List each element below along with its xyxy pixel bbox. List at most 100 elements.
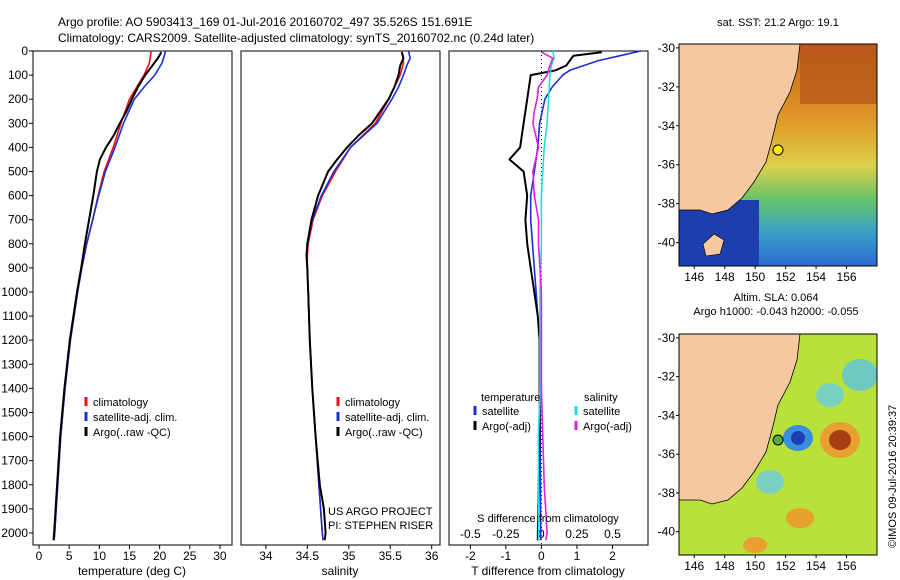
lat-tick-label: -40 xyxy=(658,236,676,250)
pi-credit: PI: STEPHEN RISER xyxy=(328,520,433,532)
sst-warm-core xyxy=(800,44,877,104)
sla-eddy-south xyxy=(756,470,784,494)
sla-map xyxy=(679,334,877,555)
lat-tick-label: -36 xyxy=(658,158,676,172)
legend-label-argo: Argo(..raw -QC) xyxy=(345,427,423,439)
lat-tick-label: -38 xyxy=(658,197,676,211)
sla-warm-eddy-core xyxy=(829,430,851,450)
legend-label-satellite: satellite-adj. clim. xyxy=(93,412,177,424)
depth-tick-label: 1700 xyxy=(1,454,28,468)
series-line-argo-raw-qc- xyxy=(52,51,163,541)
x-tick-label: -1 xyxy=(501,549,512,563)
legend-label-satellite: satellite-adj. clim. xyxy=(345,412,429,424)
legend-label-s-argo: Argo(-adj) xyxy=(583,421,632,433)
x-tick-label: 35 xyxy=(342,549,356,563)
depth-tick-label: 1900 xyxy=(1,502,28,516)
sst-map-title: sat. SST: 21.2 Argo: 19.1 xyxy=(717,17,839,29)
x-tick-label: 34 xyxy=(259,549,273,563)
x-tick-label: 30 xyxy=(213,549,227,563)
depth-tick-label: 300 xyxy=(8,116,28,130)
lon-tick-label: 152 xyxy=(776,559,796,573)
lat-tick-label: -38 xyxy=(658,486,676,500)
depth-tick-label: 1800 xyxy=(1,478,28,492)
depth-tick-label: 400 xyxy=(8,140,28,154)
lon-tick-label: 150 xyxy=(745,559,765,573)
sla-eddy-north xyxy=(842,359,877,391)
s-difference-label: S difference from climatology xyxy=(477,513,619,525)
x-tick-label: 36 xyxy=(425,549,439,563)
lat-tick-label: -40 xyxy=(658,525,676,539)
difference-panel xyxy=(448,50,649,546)
legend-label-s-satellite: satellite xyxy=(583,406,620,418)
sla-map-frame xyxy=(678,333,878,556)
temperature-xlabel: temperature (deg C) xyxy=(78,564,186,578)
x-tick-label: 2 xyxy=(609,549,616,563)
lat-tick-label: -32 xyxy=(658,80,676,94)
depth-tick-label: 200 xyxy=(8,92,28,106)
depth-tick-label: 1000 xyxy=(1,285,28,299)
top-tick-label: 0.25 xyxy=(565,527,589,541)
lat-tick-label: -32 xyxy=(658,370,676,384)
legend-label-climatology: climatology xyxy=(93,397,149,409)
difference-xlabel: T difference from climatology xyxy=(471,564,625,578)
depth-tick-label: 100 xyxy=(8,68,28,82)
series-line-s-satellite xyxy=(537,50,556,541)
x-tick-label: 20 xyxy=(153,549,167,563)
sla-cold-eddy-core xyxy=(791,431,805,445)
lat-tick-label: -36 xyxy=(658,447,676,461)
legend-label-climatology: climatology xyxy=(345,397,401,409)
top-tick-label: -0.5 xyxy=(460,527,481,541)
depth-tick-label: 800 xyxy=(8,237,28,251)
depth-tick-label: 1300 xyxy=(1,357,28,371)
lat-tick-label: -30 xyxy=(658,41,676,55)
legend-label-t-satellite: satellite xyxy=(482,406,519,418)
salinity-panel xyxy=(240,50,441,546)
depth-tick-label: 900 xyxy=(8,261,28,275)
sla-map-axes: -30 -32 -34 -36 -38 -40 146 148 150 152 154 156 xyxy=(658,331,857,573)
lon-tick-label: 156 xyxy=(837,270,857,284)
temperature-legend: climatology satellite-adj. clim. Argo(..… xyxy=(84,397,177,439)
depth-tick-label: 1600 xyxy=(1,430,28,444)
difference-plot: -2 -1 0 1 2 -0.5 -0.25 0 0.25 0.5 xyxy=(460,50,642,563)
lon-tick-label: 146 xyxy=(684,270,704,284)
sla-map-subtitle: Argo h1000: -0.043 h2000: -0.055 xyxy=(693,306,858,318)
land-mass xyxy=(679,334,801,505)
sla-map-title: Altim. SLA: 0.064 xyxy=(734,292,819,304)
lon-tick-label: 146 xyxy=(684,559,704,573)
series-line-s-argo-adj- xyxy=(532,51,554,541)
lon-tick-label: 152 xyxy=(776,270,796,284)
x-tick-label: 0 xyxy=(538,549,545,563)
depth-tick-label: 500 xyxy=(8,164,28,178)
land-mass xyxy=(679,44,801,215)
salinity-xlabel: salinity xyxy=(322,564,359,578)
lon-tick-label: 148 xyxy=(715,270,735,284)
lat-tick-label: -30 xyxy=(658,331,676,345)
lon-tick-label: 150 xyxy=(745,270,765,284)
sst-map xyxy=(679,44,877,266)
difference-legend: temperature satellite Argo(-adj) salinit… xyxy=(473,392,632,433)
depth-tick-label: 0 xyxy=(21,44,28,58)
depth-axis: 0 100 200 300 400 500 600 700 800 900 1000 1100 1200… xyxy=(1,44,33,540)
lat-tick-label: -34 xyxy=(658,408,676,422)
x-tick-label: 15 xyxy=(123,549,137,563)
temperature-plot: 0 5 10 15 20 25 30 xyxy=(36,50,227,563)
top-tick-label: 0 xyxy=(538,527,545,541)
top-tick-label: -0.25 xyxy=(492,527,520,541)
x-tick-label: 1 xyxy=(574,549,581,563)
legend-title-temperature: temperature xyxy=(481,392,540,404)
x-tick-label: 0 xyxy=(36,549,43,563)
project-credit: US ARGO PROJECT xyxy=(328,506,433,518)
x-tick-label: 34.5 xyxy=(296,549,320,563)
top-tick-label: 0.5 xyxy=(604,527,621,541)
legend-label-argo: Argo(..raw -QC) xyxy=(93,427,171,439)
x-tick-label: 5 xyxy=(66,549,73,563)
figure-title-line1: Argo profile: AO 5903413_169 01-Jul-2016… xyxy=(58,15,472,29)
x-tick-label: 25 xyxy=(183,549,197,563)
lon-tick-label: 154 xyxy=(806,559,826,573)
lon-tick-label: 156 xyxy=(837,559,857,573)
depth-tick-label: 600 xyxy=(8,189,28,203)
legend-label-t-argo: Argo(-adj) xyxy=(482,421,531,433)
sst-map-frame xyxy=(678,43,878,267)
sla-eddy-bottom xyxy=(743,537,767,553)
